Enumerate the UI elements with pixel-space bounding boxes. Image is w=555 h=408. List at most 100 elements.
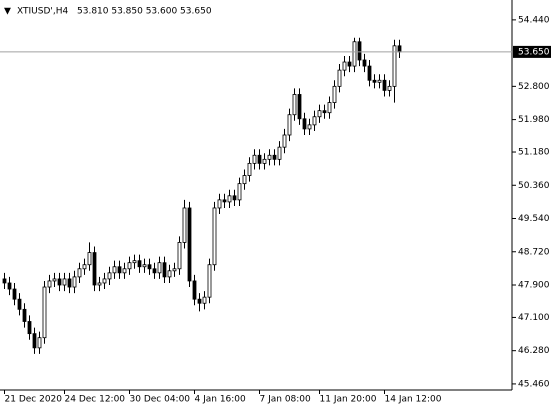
candle-body <box>282 134 287 148</box>
y-tick-label: 50.360 <box>518 181 550 191</box>
candle-body <box>357 41 362 61</box>
x-tick-label: 4 Jan 16:00 <box>195 395 247 405</box>
candle-body <box>187 207 192 282</box>
candle-body <box>62 278 67 286</box>
ohlc: 53.810 53.850 53.600 53.650 <box>77 7 212 17</box>
candle-body <box>107 272 112 280</box>
candle-body <box>397 45 402 53</box>
candle-body <box>337 69 342 87</box>
candle-body <box>287 114 292 136</box>
candle-body <box>72 276 77 288</box>
candle-body <box>237 183 242 201</box>
candle-body <box>387 85 392 91</box>
candle-body <box>37 337 42 349</box>
candle-body <box>332 85 337 103</box>
candle-body <box>147 264 152 270</box>
candle-body <box>292 94 297 116</box>
candle-body <box>202 296 207 304</box>
candle-body <box>322 110 327 114</box>
y-tick-label: 54.440 <box>518 15 550 25</box>
candle-body <box>32 333 37 349</box>
candle-body <box>82 264 87 270</box>
candle-body <box>252 154 257 164</box>
candle-body <box>197 298 202 304</box>
candle-body <box>262 158 267 164</box>
candle-body <box>172 268 177 272</box>
candle-body <box>92 252 97 286</box>
candle-body <box>42 286 47 339</box>
candle-body <box>117 266 122 274</box>
candle-body <box>122 268 127 274</box>
candle-body <box>2 278 7 284</box>
candle-body <box>97 282 102 286</box>
header-arrow: ▼ <box>4 7 11 17</box>
candle-body <box>227 195 232 203</box>
y-tick-label: 49.540 <box>518 214 550 224</box>
candle-body <box>377 79 382 83</box>
candle-body <box>212 207 217 266</box>
candle-body <box>317 110 322 118</box>
x-tick-label: 7 Jan 08:00 <box>260 395 312 405</box>
y-tick-label: 48.720 <box>518 247 550 257</box>
candle-body <box>362 59 367 67</box>
candle-body <box>77 268 82 278</box>
candle-body <box>57 278 62 286</box>
candle-body <box>222 199 227 203</box>
y-tick-label: 51.180 <box>518 148 550 158</box>
candle-body <box>182 207 187 243</box>
candle-body <box>217 199 222 209</box>
candle-body <box>137 260 142 268</box>
candle-body <box>242 175 247 185</box>
candle-body <box>207 264 212 298</box>
candle-body <box>342 61 347 71</box>
candle-body <box>312 116 317 126</box>
candle-body <box>27 321 32 335</box>
candle-body <box>267 154 272 160</box>
candle-body <box>307 124 312 130</box>
y-tick-label: 47.900 <box>518 281 550 291</box>
candle-body <box>132 260 137 264</box>
candle-body <box>152 268 157 274</box>
candle-body <box>272 154 277 160</box>
candle-body <box>302 118 307 130</box>
candle-body <box>162 262 167 278</box>
y-tick-label: 52.800 <box>518 82 550 92</box>
last-price-box <box>513 45 551 58</box>
y-tick-label: 45.460 <box>518 379 550 389</box>
y-tick-label: 47.100 <box>518 313 550 323</box>
x-tick-label: 11 Jan 20:00 <box>320 395 377 405</box>
candle-body <box>17 298 22 310</box>
candle-body <box>367 65 372 81</box>
candle-body <box>22 308 27 322</box>
candle-body <box>392 45 397 87</box>
x-tick-label: 30 Dec 04:00 <box>130 395 191 405</box>
symbol: XTIUSD',H4 <box>17 7 68 17</box>
candle-body <box>297 94 302 120</box>
candle-body <box>247 162 252 176</box>
candle-body <box>382 79 387 91</box>
candle-body <box>257 154 262 164</box>
candle-body <box>157 262 162 274</box>
y-tick-label: 51.980 <box>518 115 550 125</box>
candle-body <box>352 41 357 67</box>
candle-body <box>12 288 17 300</box>
candle-body <box>112 266 117 274</box>
candle-body <box>372 79 377 83</box>
candle-body <box>7 282 12 290</box>
y-tick-label: 46.280 <box>518 346 550 356</box>
last-price-label: 53.650 <box>518 47 550 57</box>
candle-body <box>87 252 92 266</box>
candle-body <box>177 242 182 270</box>
candle-body <box>327 102 332 114</box>
candle-body <box>67 278 72 288</box>
candle-body <box>142 264 147 268</box>
candle-body <box>127 262 132 270</box>
x-tick-label: 24 Dec 12:00 <box>65 395 126 405</box>
candle-body <box>52 278 57 282</box>
candle-body <box>277 146 282 160</box>
candle-body <box>192 280 197 300</box>
candle-body <box>167 270 172 278</box>
candle-body <box>102 278 107 284</box>
